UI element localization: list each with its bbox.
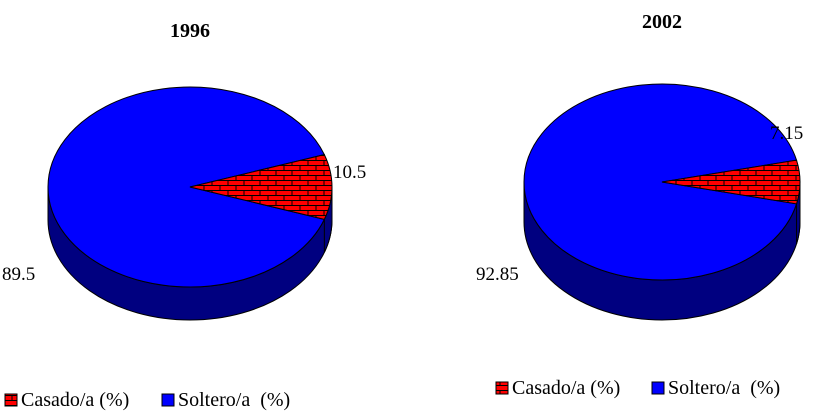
pie-2002: [523, 83, 801, 321]
slice-label-casado-1996: 10.5: [333, 162, 366, 183]
legend-label-casado-1996: Casado/a (%): [21, 389, 129, 411]
pie-slice-casado: [189, 154, 333, 220]
legend-label-casado-2002: Casado/a (%): [512, 377, 620, 399]
legend-swatch-soltero-1996: [161, 393, 175, 407]
pie-slice-soltero: [47, 86, 326, 288]
legend-2002: Casado/a (%) Soltero/a (%): [495, 377, 780, 399]
legend-swatch-casado-2002: [495, 381, 509, 395]
chart-title-2002: 2002: [642, 11, 682, 33]
pie-slice-soltero: [523, 83, 798, 281]
pie-1996: [47, 86, 333, 321]
legend-label-soltero-1996: Soltero/a (%): [178, 389, 290, 411]
pie-chart-2002: 2002 7.15 92.85 Casado/a (%) Soltero/a (…: [476, 11, 803, 399]
legend-label-soltero-2002: Soltero/a (%): [668, 377, 780, 399]
slice-label-casado-2002: 7.15: [770, 123, 803, 144]
pie-slice-casado: [661, 159, 801, 205]
legend-swatch-soltero-2002: [651, 381, 665, 395]
slice-label-soltero-2002: 92.85: [476, 264, 519, 285]
pie-chart-1996: 1996 10.5 89.5 Casado/a (%) Soltero/a (%…: [2, 20, 366, 411]
chart-title-1996: 1996: [170, 20, 210, 42]
legend-1996: Casado/a (%) Soltero/a (%): [4, 389, 290, 411]
legend-swatch-casado-1996: [4, 393, 18, 407]
slice-label-soltero-1996: 89.5: [2, 264, 35, 285]
